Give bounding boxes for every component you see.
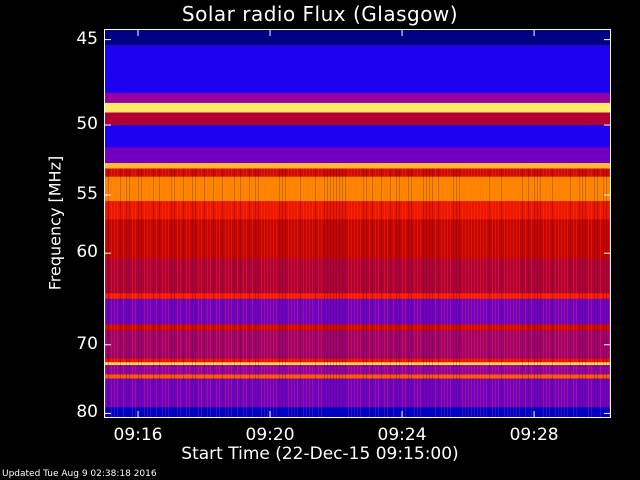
frequency-band — [105, 362, 610, 366]
frequency-band — [105, 125, 610, 148]
y-axis-label: Frequency [MHz] — [45, 155, 65, 291]
x-axis-label: Start Time (22-Dec-15 09:15:00) — [181, 444, 459, 464]
y-tick-label: 55 — [76, 183, 98, 204]
frequency-band — [105, 374, 610, 379]
spectrogram-plot-area — [105, 30, 610, 417]
y-tick-label: 45 — [76, 28, 98, 49]
frequency-band — [105, 324, 610, 331]
frequency-band — [105, 45, 610, 94]
frequency-band — [105, 298, 610, 325]
x-tick-label: 09:28 — [509, 425, 559, 445]
frequency-band — [105, 201, 610, 220]
frequency-band — [105, 163, 610, 169]
time-streak-texture — [105, 168, 610, 417]
frequency-band — [105, 147, 610, 164]
frequency-band — [105, 93, 610, 103]
x-tick-label: 09:16 — [113, 425, 163, 445]
spectrogram-bands — [105, 30, 610, 417]
frequency-band — [105, 168, 610, 177]
frequency-band — [105, 365, 610, 375]
y-tick-label: 70 — [76, 333, 98, 354]
x-tick-label: 09:20 — [245, 425, 295, 445]
frequency-band — [105, 378, 610, 408]
frequency-band — [105, 358, 610, 363]
frequency-band — [105, 219, 610, 259]
frequency-band — [105, 330, 610, 359]
frequency-band — [105, 112, 610, 126]
updated-timestamp: Updated Tue Aug 9 02:38:18 2016 — [2, 469, 157, 479]
frequency-band — [105, 102, 610, 113]
y-tick-label: 80 — [76, 402, 98, 423]
frequency-band — [105, 258, 610, 294]
frequency-band — [105, 407, 610, 417]
frequency-band — [105, 30, 610, 46]
y-tick-label: 50 — [76, 114, 98, 135]
x-tick-label: 09:24 — [377, 425, 427, 445]
chart-title: Solar radio Flux (Glasgow) — [181, 2, 459, 26]
frequency-band — [105, 176, 610, 202]
spectrogram-svg — [105, 30, 610, 417]
frequency-band — [105, 293, 610, 299]
y-tick-label: 60 — [76, 242, 98, 263]
